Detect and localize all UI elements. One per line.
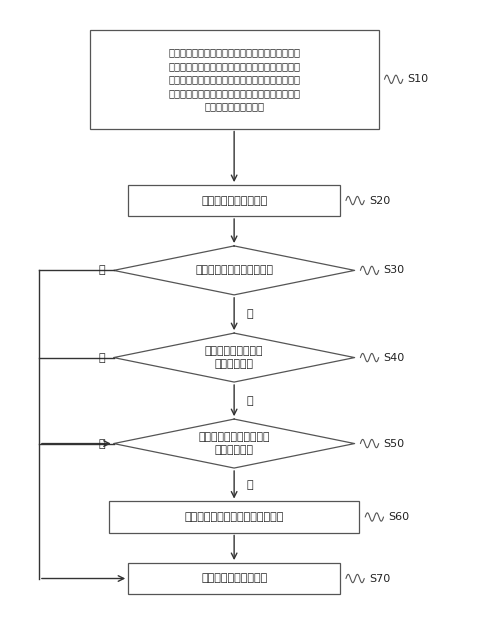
FancyBboxPatch shape [128, 563, 340, 594]
Polygon shape [113, 333, 354, 382]
Polygon shape [113, 246, 354, 295]
Text: S60: S60 [388, 512, 409, 522]
Text: S10: S10 [407, 74, 428, 85]
Text: 否: 否 [98, 353, 105, 363]
Text: 是: 是 [98, 439, 105, 448]
Text: 判断该信号线是否为高速线: 判断该信号线是否为高速线 [195, 266, 273, 276]
Text: 否: 否 [245, 480, 253, 490]
Text: 侦测高速线是否跨入
布线约束区域: 侦测高速线是否跨入 布线约束区域 [204, 346, 263, 369]
Text: S40: S40 [383, 353, 404, 363]
Text: 进行信号线的布设工作: 进行信号线的布设工作 [200, 195, 267, 205]
Text: S50: S50 [383, 439, 404, 448]
FancyBboxPatch shape [89, 30, 378, 129]
Text: 是: 是 [245, 396, 253, 406]
Text: 继续完成信号线的布设: 继续完成信号线的布设 [200, 573, 267, 583]
Text: 提供电路板，通过布线软件在该电路板上设置布线
约束区域，获取布线约束区域的开始边位置信息、
结束边位置信息，并通过该布线软件设置欲布设的
信号线的属性信息、信号: 提供电路板，通过布线软件在该电路板上设置布线 约束区域，获取布线约束区域的开始边… [168, 47, 300, 111]
Text: S20: S20 [368, 195, 390, 205]
FancyBboxPatch shape [128, 185, 340, 216]
Polygon shape [113, 419, 354, 468]
FancyBboxPatch shape [109, 501, 359, 532]
Text: 沿布线约束区域边缘进行布线作业: 沿布线约束区域边缘进行布线作业 [184, 512, 283, 522]
Text: S30: S30 [383, 266, 404, 276]
Text: 布线约束区域的属性为允
许高速线通过: 布线约束区域的属性为允 许高速线通过 [198, 432, 270, 455]
Text: 否: 否 [98, 266, 105, 276]
Text: S70: S70 [368, 573, 390, 583]
Text: 是: 是 [245, 309, 253, 319]
